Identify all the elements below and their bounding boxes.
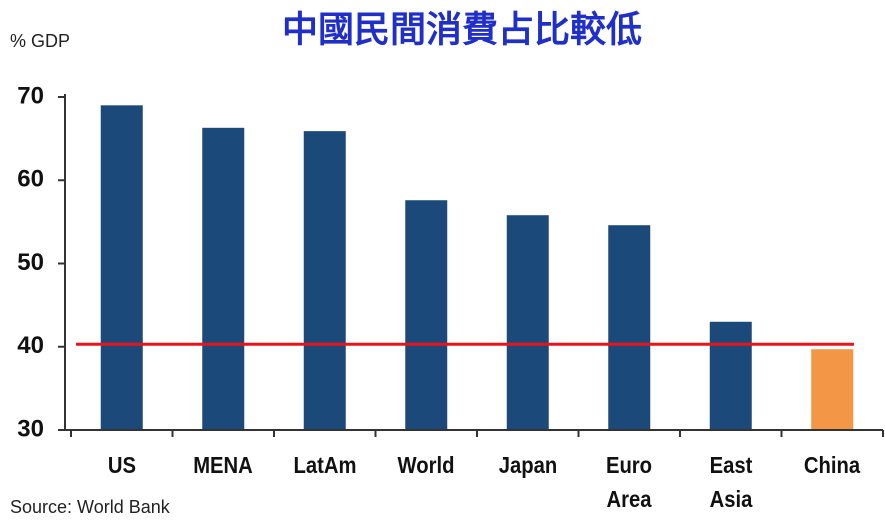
x-tick-label: China: [804, 452, 861, 478]
y-tick-label: 40: [17, 332, 44, 359]
bar: [303, 131, 346, 430]
bar: [608, 225, 651, 430]
y-tick-label: 50: [17, 249, 44, 276]
y-tick-label: 60: [17, 166, 44, 193]
x-tick-label: World: [397, 452, 455, 478]
y-tick-label: 30: [17, 415, 44, 442]
x-tick-label: East Asia: [709, 452, 753, 512]
bar: [202, 127, 245, 431]
chart-title: 中國民間消費占比較低: [282, 9, 642, 50]
x-tick-label: LatAm: [293, 452, 357, 478]
source: Source: World Bank: [10, 497, 171, 517]
bar: [709, 321, 752, 430]
x-tick-label: MENA: [193, 452, 254, 478]
y-tick-label: 70: [17, 82, 44, 109]
y-axis-label: % GDP: [10, 31, 70, 51]
bar: [811, 349, 854, 430]
bar: [405, 200, 448, 430]
x-tick-label: Euro Area: [606, 452, 653, 512]
bar: [100, 105, 143, 430]
x-tick-label: US: [107, 452, 136, 478]
x-tick-label: Japan: [498, 452, 557, 478]
bar: [506, 215, 549, 430]
